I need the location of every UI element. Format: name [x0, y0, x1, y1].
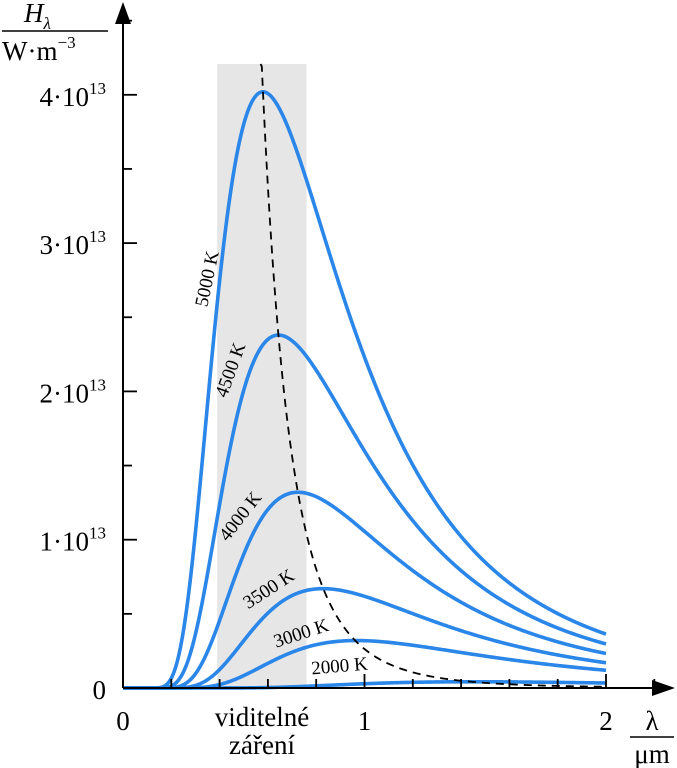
y-tick-exponent: 13	[89, 375, 106, 394]
y-tick-mantissa: 2·10	[40, 378, 90, 408]
y-tick-mantissa: 4·10	[40, 82, 90, 112]
y-axis-arrow	[115, 2, 131, 24]
y-axis-title-numerator: Hλ	[23, 0, 51, 33]
y-tick-label: 2·1013	[40, 375, 107, 408]
y-tick-label: 1·1013	[40, 524, 107, 557]
y-axis-title-denominator: W·m−3	[2, 33, 76, 66]
y-axis-unit-exponent: −3	[57, 33, 75, 52]
y-tick-exponent: 13	[89, 227, 106, 246]
y-tick-exponent: 13	[89, 79, 106, 98]
axes-layer	[115, 2, 675, 696]
x-tick-label: 0	[116, 706, 130, 736]
y-tick-label: 4·1013	[40, 79, 107, 112]
curve-5000k	[123, 90, 607, 690]
y-axis-subscript: λ	[43, 14, 51, 33]
x-tick-label: 1	[358, 706, 372, 736]
curve-4000k	[123, 490, 607, 690]
y-tick-label: 3·1013	[40, 227, 107, 260]
curve-label-2000k: 2000 K	[310, 654, 368, 680]
x-axis-title-numerator: λ	[645, 706, 658, 736]
curve-4500k	[123, 333, 607, 690]
y-tick-mantissa: 0	[93, 675, 107, 705]
y-tick-mantissa: 3·10	[40, 230, 90, 260]
y-tick-label: 0	[93, 675, 107, 705]
wien-peak-line	[259, 63, 607, 688]
y-axis-symbol: H	[23, 0, 45, 28]
x-axis-arrow	[652, 680, 675, 696]
x-tick-label: 2	[599, 706, 613, 736]
y-tick-mantissa: 1·10	[40, 527, 90, 557]
visible-band-label-line2: záření	[229, 730, 295, 760]
curve-3500k	[123, 586, 607, 690]
x-axis-title-denominator: μm	[634, 739, 669, 768]
y-axis-unit: W·m	[2, 36, 57, 66]
visible-band-label-line1: viditelné	[215, 702, 309, 732]
y-tick-exponent: 13	[89, 524, 106, 543]
